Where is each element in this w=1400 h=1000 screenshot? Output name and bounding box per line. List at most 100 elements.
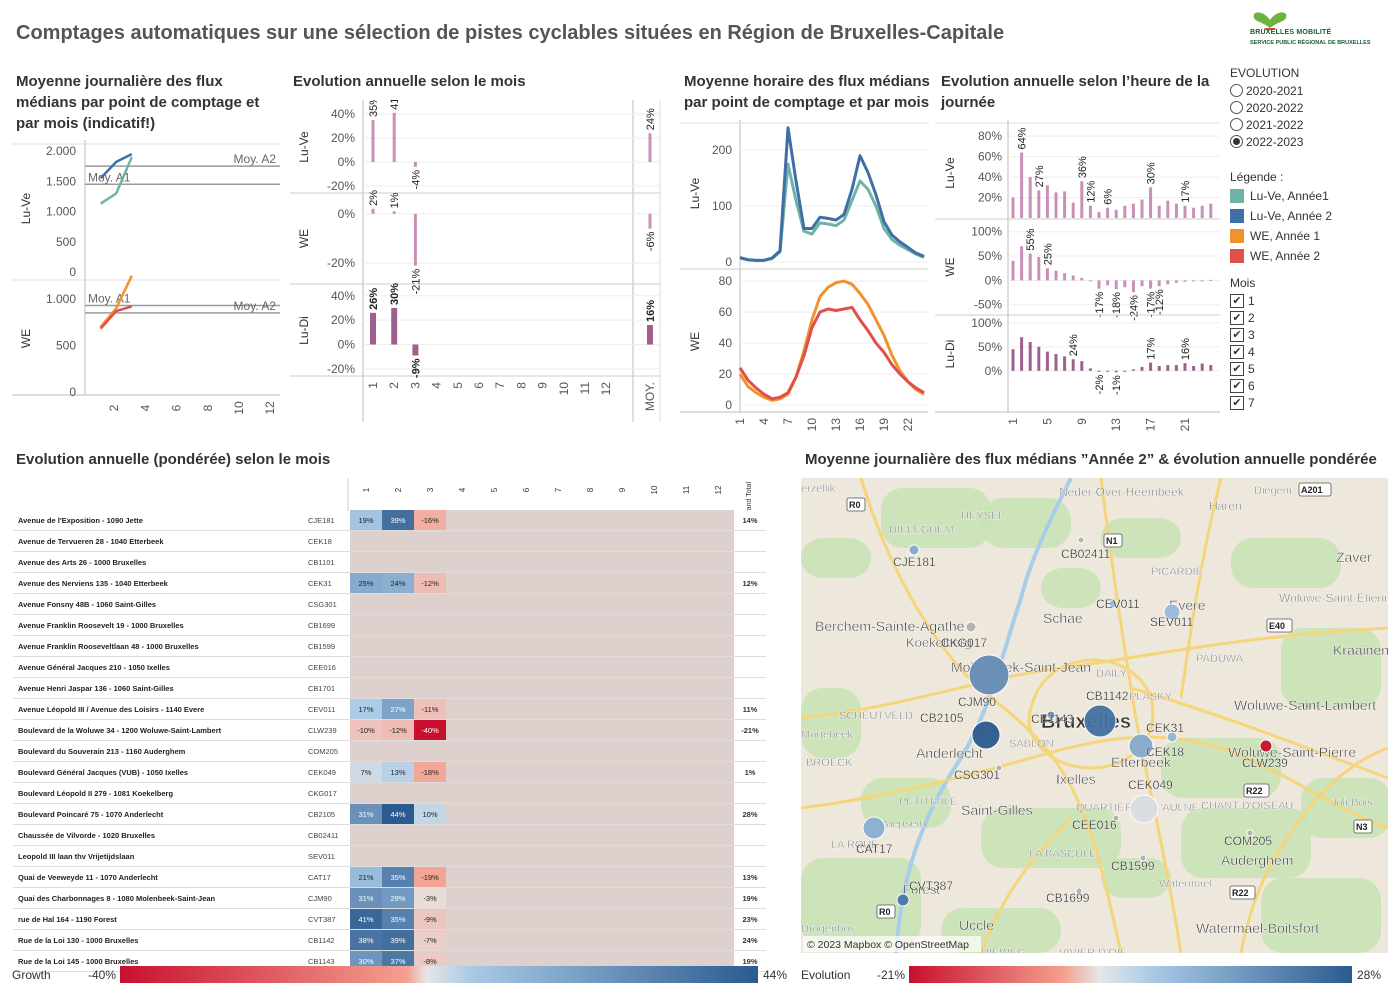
heatmap-cell[interactable]	[446, 803, 478, 825]
month-filter-4[interactable]: ✔ 4	[1230, 343, 1395, 360]
table-row[interactable]: rue de Hal 164 - 1190 Forest CVT387 41% 35%…	[13, 908, 766, 930]
heatmap-cell[interactable]: -12%	[382, 719, 414, 741]
map-point[interactable]	[1046, 710, 1056, 720]
map-point[interactable]	[896, 893, 910, 907]
heatmap-cell[interactable]	[670, 719, 702, 741]
heatmap-cell[interactable]	[670, 530, 702, 552]
heatmap-cell[interactable]	[446, 530, 478, 552]
heatmap-cell[interactable]	[446, 698, 478, 720]
heatmap-cell[interactable]	[478, 761, 510, 783]
heatmap-cell[interactable]	[510, 572, 542, 594]
heatmap-cell[interactable]	[606, 866, 638, 888]
heatmap-cell[interactable]: -7%	[414, 929, 446, 951]
heatmap-cell[interactable]	[414, 782, 446, 804]
heatmap-cell[interactable]: -16%	[414, 510, 446, 531]
heatmap-cell[interactable]	[350, 530, 382, 552]
checkbox-checked-icon[interactable]: ✔	[1230, 378, 1244, 393]
heatmap-cell[interactable]	[574, 719, 606, 741]
evolution-option-2020-2021[interactable]: 2020-2021	[1230, 82, 1395, 99]
heatmap-cell[interactable]	[478, 782, 510, 804]
table-row[interactable]: Quai de Veeweyde 11 - 1070 Anderlecht CAT…	[13, 866, 766, 888]
heatmap-cell[interactable]: -9%	[414, 908, 446, 930]
heatmap-cell[interactable]	[638, 677, 670, 699]
heatmap-cell[interactable]	[510, 803, 542, 825]
heatmap-cell[interactable]	[574, 782, 606, 804]
heatmap-cell[interactable]	[382, 824, 414, 846]
heatmap-cell[interactable]	[638, 803, 670, 825]
heatmap-cell[interactable]	[478, 530, 510, 552]
heatmap-cell[interactable]	[478, 698, 510, 720]
heatmap-cell[interactable]	[638, 845, 670, 867]
heatmap-cell[interactable]	[606, 551, 638, 573]
heatmap-cell[interactable]	[574, 572, 606, 594]
heatmap-cell[interactable]	[478, 551, 510, 573]
heatmap-cell[interactable]	[446, 740, 478, 762]
heatmap-cell[interactable]	[638, 761, 670, 783]
heatmap-cell[interactable]	[670, 572, 702, 594]
heatmap-cell[interactable]	[542, 740, 574, 762]
heatmap-cell[interactable]	[382, 677, 414, 699]
heatmap-cell[interactable]	[446, 782, 478, 804]
heatmap-cell[interactable]	[638, 530, 670, 552]
heatmap-cell[interactable]	[702, 761, 734, 783]
evolution-option-2022-2023[interactable]: 2022-2023	[1230, 133, 1395, 150]
checkbox-checked-icon[interactable]: ✔	[1230, 310, 1244, 325]
heatmap-cell[interactable]	[702, 887, 734, 909]
table-row[interactable]: Avenue Franklin Rooseveltlaan 48 - 1000 …	[13, 635, 766, 657]
heatmap-cell[interactable]	[574, 803, 606, 825]
heatmap-cell[interactable]	[478, 614, 510, 636]
heatmap-cell[interactable]: 35%	[382, 908, 414, 930]
radio-icon[interactable]	[1230, 84, 1243, 97]
heatmap-cell[interactable]	[702, 698, 734, 720]
heatmap-cell[interactable]	[574, 614, 606, 636]
heatmap-cell[interactable]	[510, 845, 542, 867]
heatmap-cell[interactable]	[574, 593, 606, 615]
heatmap-cell[interactable]	[670, 887, 702, 909]
heatmap-cell[interactable]	[350, 677, 382, 699]
heatmap-cell[interactable]	[574, 510, 606, 531]
table-row[interactable]: Avenue Fonsny 48B - 1060 Saint-Gilles CSG…	[13, 593, 766, 615]
heatmap-cell[interactable]	[606, 593, 638, 615]
heatmap-cell[interactable]	[670, 908, 702, 930]
heatmap-cell[interactable]	[542, 698, 574, 720]
heatmap-cell[interactable]	[350, 551, 382, 573]
bruxelles-map[interactable]: erzellik Neder-Over-Heembeek Haren Diegem DI…	[801, 478, 1388, 953]
heatmap-cell[interactable]	[702, 656, 734, 678]
heatmap-cell[interactable]	[510, 635, 542, 657]
heatmap-cell[interactable]	[702, 614, 734, 636]
map-point[interactable]	[1139, 854, 1147, 862]
heatmap-cell[interactable]	[542, 824, 574, 846]
heatmap-cell[interactable]: -3%	[414, 887, 446, 909]
heatmap-cell[interactable]	[446, 908, 478, 930]
heatmap-cell[interactable]	[542, 656, 574, 678]
heatmap-cell[interactable]	[702, 740, 734, 762]
heatmap-cell[interactable]	[478, 593, 510, 615]
heatmap-cell[interactable]	[606, 656, 638, 678]
heatmap-cell[interactable]	[606, 761, 638, 783]
heatmap-cell[interactable]: 38%	[350, 929, 382, 951]
heatmap-cell[interactable]: 7%	[350, 761, 382, 783]
heatmap-cell[interactable]	[510, 677, 542, 699]
heatmap-cell[interactable]: 35%	[382, 866, 414, 888]
heatmap-cell[interactable]	[414, 656, 446, 678]
heatmap-cell[interactable]: -19%	[414, 866, 446, 888]
heatmap-cell[interactable]	[446, 719, 478, 741]
table-row[interactable]: Avenue Franklin Roosevelt 19 - 1000 Brux…	[13, 614, 766, 636]
heatmap-cell[interactable]	[478, 803, 510, 825]
heatmap-cell[interactable]	[414, 614, 446, 636]
heatmap-cell[interactable]	[670, 510, 702, 531]
heatmap-cell[interactable]	[670, 740, 702, 762]
heatmap-cell[interactable]	[382, 551, 414, 573]
heatmap-cell[interactable]	[414, 593, 446, 615]
heatmap-cell[interactable]	[478, 824, 510, 846]
heatmap-cell[interactable]	[670, 845, 702, 867]
heatmap-cell[interactable]	[670, 614, 702, 636]
evolution-option-2020-2022[interactable]: 2020-2022	[1230, 99, 1395, 116]
heatmap-cell[interactable]: 10%	[414, 803, 446, 825]
heatmap-cell[interactable]	[606, 572, 638, 594]
heatmap-cell[interactable]	[350, 740, 382, 762]
table-row[interactable]: Boulevard Poincaré 75 - 1070 Anderlecht C…	[13, 803, 766, 825]
heatmap-cell[interactable]	[702, 572, 734, 594]
heatmap-cell[interactable]	[638, 719, 670, 741]
heatmap-cell[interactable]	[382, 614, 414, 636]
